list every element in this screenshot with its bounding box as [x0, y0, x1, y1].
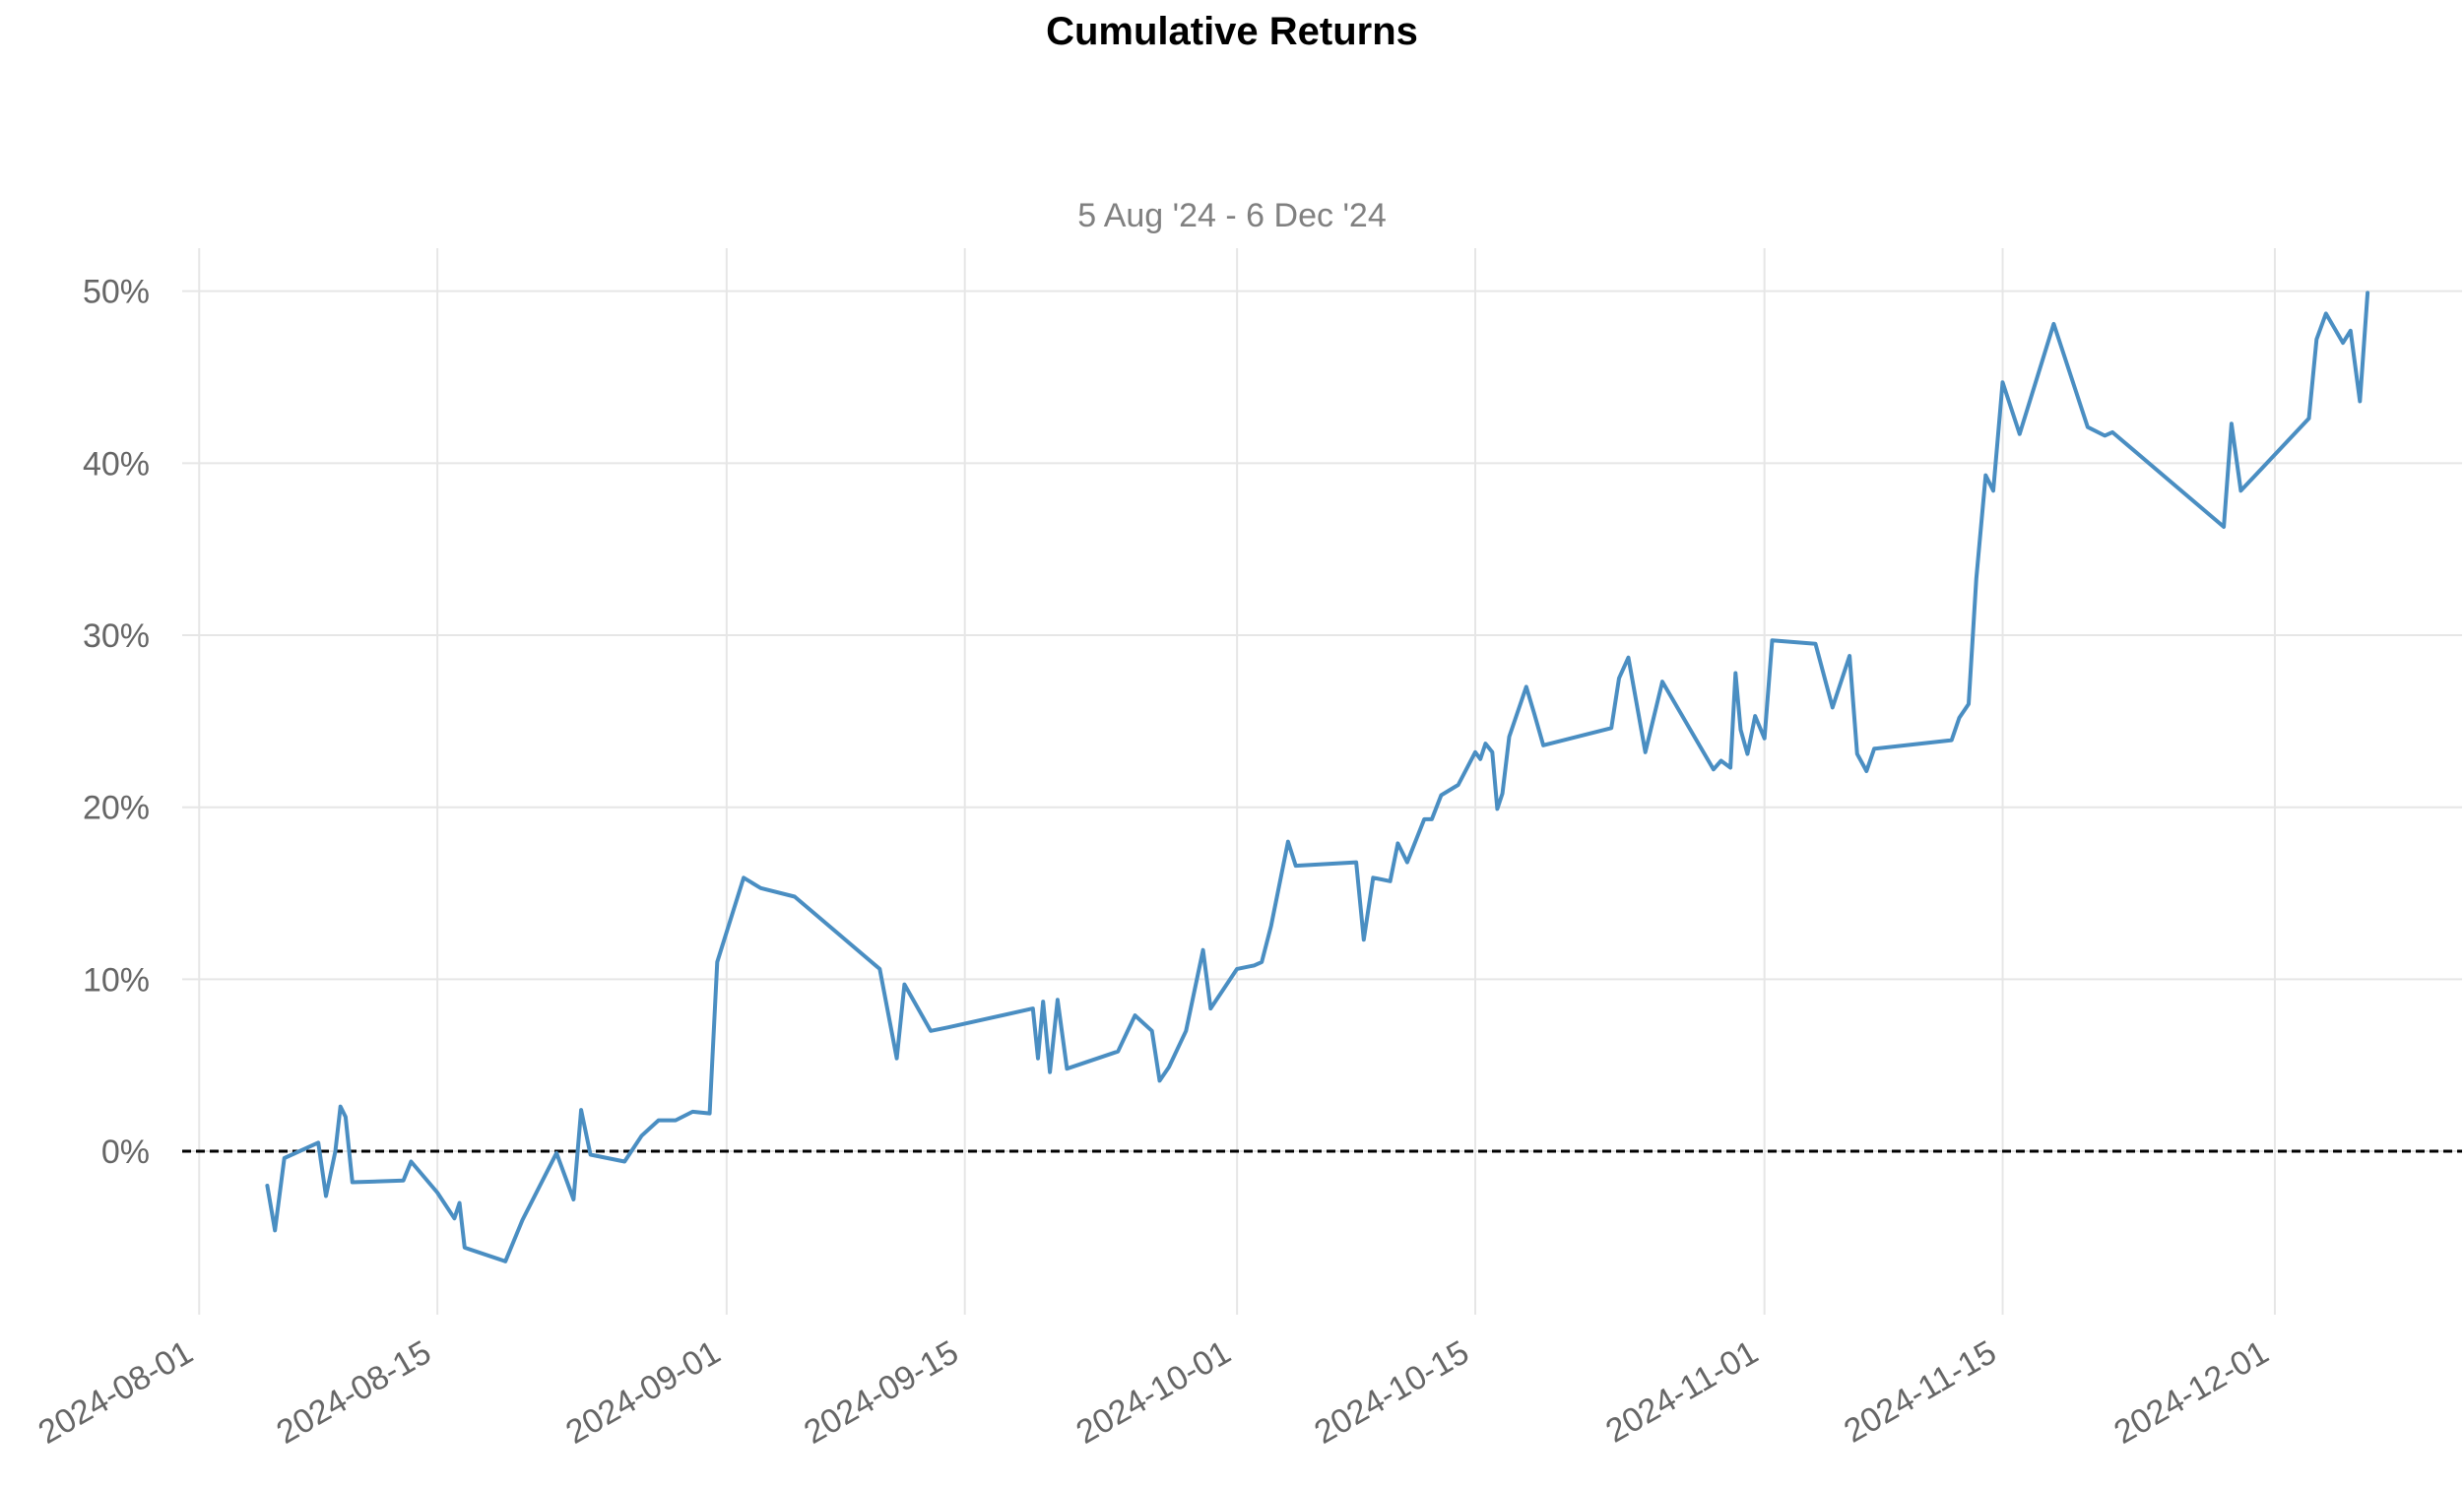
- y-tick-label: 30%: [83, 617, 150, 655]
- x-tick-label: 2024-10-15: [1308, 1333, 1475, 1452]
- x-tick-label: 2024-10-01: [1070, 1333, 1237, 1452]
- grid-layer: [182, 248, 2462, 1315]
- cumulative-returns-line: [265, 291, 2370, 1263]
- y-tick-label: 40%: [83, 445, 150, 483]
- chart-title: Cumulative Returns: [1046, 10, 1418, 53]
- y-axis-ticks: 0% 10% 20% 30% 40% 50%: [83, 274, 150, 1171]
- y-tick-label: 0%: [101, 1133, 150, 1171]
- x-tick-label: 2024-12-01: [2107, 1333, 2275, 1452]
- x-tick-label: 2024-11-01: [1599, 1333, 1764, 1451]
- y-tick-label: 20%: [83, 790, 150, 827]
- y-tick-label: 50%: [83, 274, 150, 311]
- y-tick-label: 10%: [83, 961, 150, 999]
- chart-subtitle: 5 Aug '24 - 6 Dec '24: [1077, 197, 1387, 234]
- x-tick-label: 2024-08-15: [271, 1333, 438, 1452]
- x-axis-ticks: 2024-08-01 2024-08-15 2024-09-01 2024-09-15…: [32, 1333, 2275, 1452]
- x-tick-label: 2024-09-01: [559, 1333, 727, 1452]
- x-tick-label: 2024-09-15: [798, 1333, 965, 1452]
- series-layer: [265, 291, 2370, 1263]
- x-tick-label: 2024-11-15: [1838, 1333, 2002, 1451]
- x-tick-label: 2024-08-01: [32, 1333, 200, 1452]
